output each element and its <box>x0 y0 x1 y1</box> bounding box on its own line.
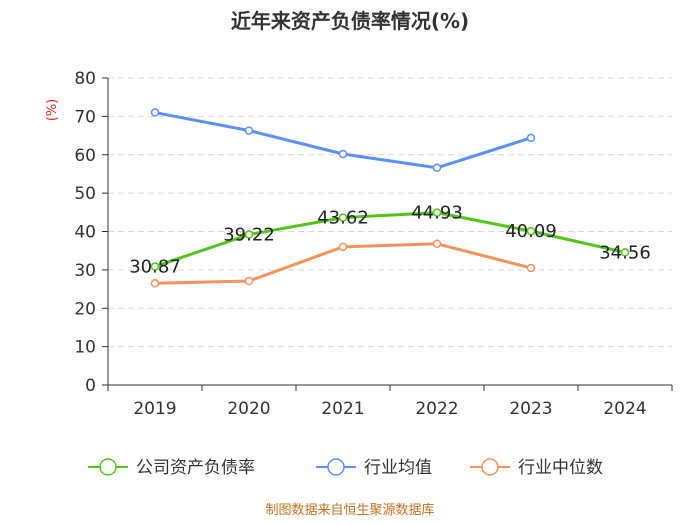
data-label: 34.56 <box>599 242 651 263</box>
y-tick-label: 40 <box>74 223 96 243</box>
data-label: 40.09 <box>505 221 557 242</box>
axes: 0 10 20 30 40 50 60 70 80 2019 2020 2021 2022 2023 202… <box>74 69 673 419</box>
data-point <box>526 263 536 273</box>
series-layer <box>150 108 630 288</box>
grid-lines <box>108 77 672 348</box>
x-tick-label: 2023 <box>509 399 552 419</box>
y-tick-label: 20 <box>74 299 96 319</box>
data-label: 44.93 <box>411 203 463 224</box>
y-tick-label: 70 <box>74 107 96 127</box>
source-note: 制图数据来自恒生聚源数据库 <box>265 502 434 518</box>
y-tick-label: 30 <box>74 261 96 281</box>
data-point <box>244 230 254 239</box>
data-point <box>150 279 160 288</box>
data-point <box>526 226 536 236</box>
legend-label: 公司资产负债率 <box>136 458 255 478</box>
data-point <box>244 126 254 135</box>
series-line-1 <box>154 111 532 170</box>
x-tick-label: 2024 <box>603 399 646 419</box>
legend: 公司资产负债率 行业均值 行业中位数 <box>88 458 603 478</box>
y-tick-label: 50 <box>74 184 96 204</box>
y-tick-label: 80 <box>74 69 96 89</box>
y-axis-unit-label: (%) <box>45 99 60 122</box>
legend-marker <box>99 458 117 476</box>
data-label: 43.62 <box>317 208 369 229</box>
data-point <box>150 108 160 117</box>
data-point <box>338 149 348 159</box>
series-line-0 <box>154 211 626 268</box>
data-point <box>432 239 442 249</box>
data-point <box>432 163 442 173</box>
data-point <box>338 242 348 252</box>
y-tick-label: 10 <box>74 338 96 358</box>
legend-marker <box>481 458 499 476</box>
legend-label: 行业中位数 <box>518 458 603 478</box>
chart-title: 近年来资产负债率情况(%) <box>231 9 469 33</box>
data-point <box>432 208 442 217</box>
x-tick-label: 2019 <box>133 399 176 419</box>
y-tick-label: 0 <box>85 376 96 396</box>
y-tick-label: 60 <box>74 146 96 166</box>
data-label: 39.22 <box>223 224 275 245</box>
x-tick-label: 2021 <box>321 399 364 419</box>
data-point <box>244 276 254 286</box>
x-tick-label: 2022 <box>415 399 458 419</box>
legend-label: 行业均值 <box>364 458 432 478</box>
data-point <box>338 213 348 222</box>
legend-marker <box>327 458 345 476</box>
data-labels: 30.87 39.22 43.62 44.93 40.09 34.56 <box>129 203 651 278</box>
data-label: 30.87 <box>129 257 181 278</box>
data-point <box>526 133 536 143</box>
data-point <box>150 262 160 271</box>
x-tick-label: 2020 <box>227 399 270 419</box>
data-point <box>620 248 630 257</box>
